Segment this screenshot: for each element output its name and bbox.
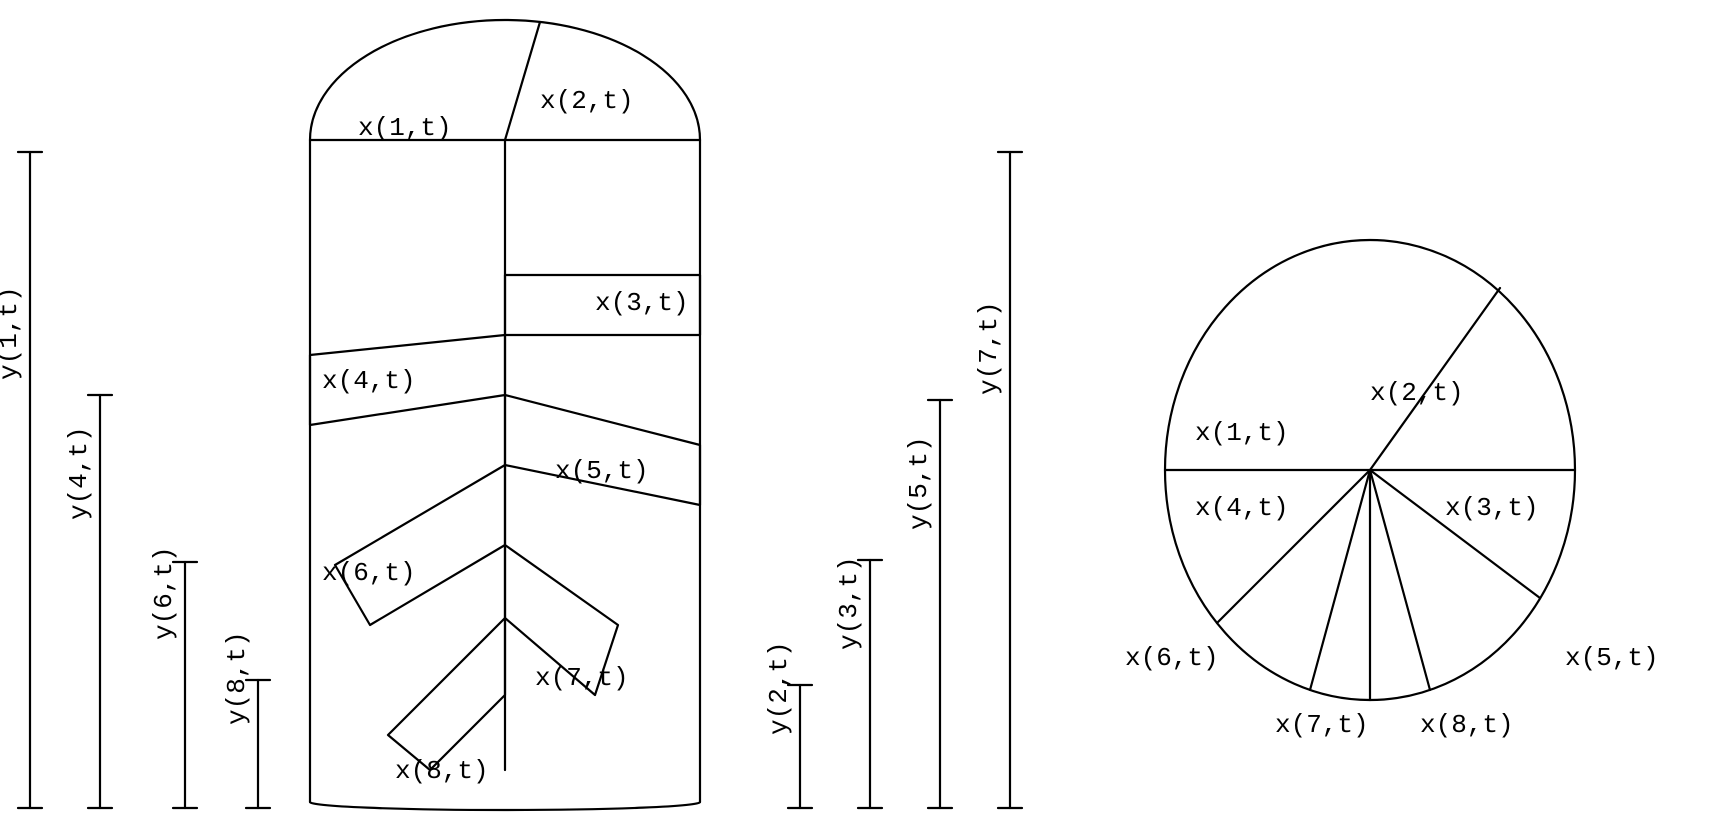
top-label-x7: x(7,t) bbox=[1275, 710, 1369, 740]
side-label-x8: x(8,t) bbox=[395, 756, 489, 786]
bracket-y7 bbox=[998, 152, 1022, 808]
bracket-label-y5: y(5,t) bbox=[904, 436, 934, 530]
top-label-x4: x(4,t) bbox=[1195, 493, 1289, 523]
top-label-x3: x(3,t) bbox=[1445, 493, 1539, 523]
top-view-radius-5 bbox=[1370, 470, 1540, 598]
top-label-x6: x(6,t) bbox=[1125, 643, 1219, 673]
bracket-y1 bbox=[18, 152, 42, 808]
side-label-x4: x(4,t) bbox=[322, 366, 416, 396]
slat-x6 bbox=[335, 465, 505, 625]
bracket-label-y1: y(1,t) bbox=[0, 286, 24, 380]
vessel-base bbox=[310, 802, 700, 810]
side-label-x3: x(3,t) bbox=[595, 288, 689, 318]
bracket-label-y6: y(6,t) bbox=[149, 546, 179, 640]
dome-split-seam bbox=[505, 22, 540, 140]
top-label-x2: x(2,t) bbox=[1370, 378, 1464, 408]
bracket-label-y2: y(2,t) bbox=[764, 641, 794, 735]
slat-x5 bbox=[505, 395, 700, 505]
side-label-x5: x(5,t) bbox=[555, 456, 649, 486]
bracket-label-y7: y(7,t) bbox=[974, 301, 1004, 395]
slat-x8 bbox=[388, 618, 505, 770]
side-label-x7: x(7,t) bbox=[535, 663, 629, 693]
side-label-x6: x(6,t) bbox=[322, 558, 416, 588]
top-label-x1: x(1,t) bbox=[1195, 418, 1289, 448]
side-label-x2: x(2,t) bbox=[540, 86, 634, 116]
top-label-x8: x(8,t) bbox=[1420, 710, 1514, 740]
top-view-radius-6 bbox=[1310, 470, 1370, 690]
bracket-label-y8: y(8,t) bbox=[222, 631, 252, 725]
bracket-label-y4: y(4,t) bbox=[64, 426, 94, 520]
vessel-top-view bbox=[1165, 240, 1575, 700]
top-label-x5: x(5,t) bbox=[1565, 643, 1659, 673]
side-label-x1: x(1,t) bbox=[358, 113, 452, 143]
bracket-label-y3: y(3,t) bbox=[834, 556, 864, 650]
top-view-radius-8 bbox=[1370, 470, 1430, 690]
